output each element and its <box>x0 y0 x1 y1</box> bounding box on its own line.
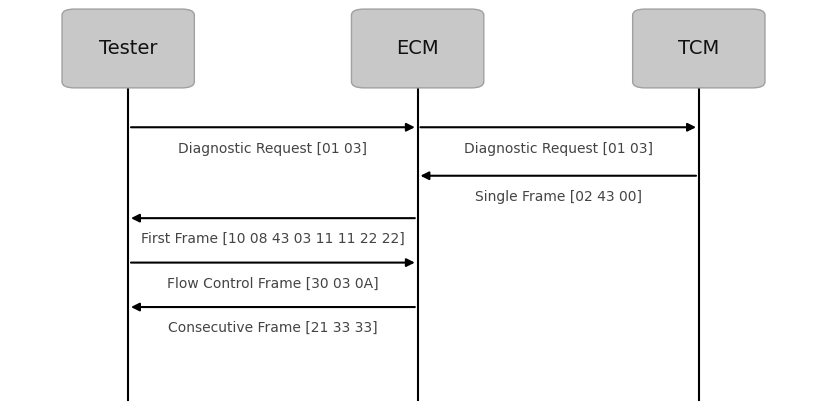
Text: Diagnostic Request [01 03]: Diagnostic Request [01 03] <box>179 143 367 156</box>
FancyBboxPatch shape <box>351 9 484 88</box>
Text: Diagnostic Request [01 03]: Diagnostic Request [01 03] <box>464 143 653 156</box>
Text: First Frame [10 08 43 03 11 11 22 22]: First Frame [10 08 43 03 11 11 22 22] <box>141 232 404 246</box>
Text: Single Frame [02 43 00]: Single Frame [02 43 00] <box>475 190 642 204</box>
Text: Tester: Tester <box>99 39 157 58</box>
Text: TCM: TCM <box>678 39 719 58</box>
FancyBboxPatch shape <box>62 9 194 88</box>
Text: Consecutive Frame [21 33 33]: Consecutive Frame [21 33 33] <box>168 321 378 335</box>
Text: ECM: ECM <box>396 39 439 58</box>
FancyBboxPatch shape <box>633 9 765 88</box>
Text: Flow Control Frame [30 03 0A]: Flow Control Frame [30 03 0A] <box>167 277 379 290</box>
